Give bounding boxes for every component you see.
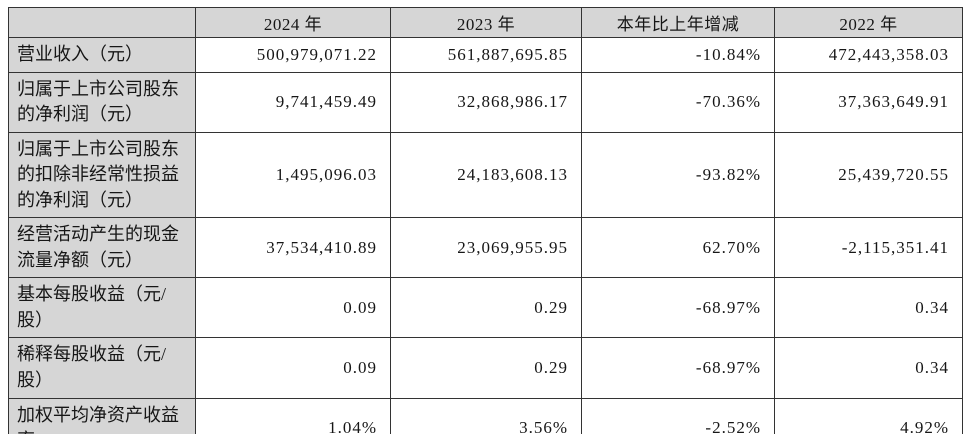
- cell-value: -68.97%: [581, 277, 775, 339]
- cell-value: 4.92%: [774, 397, 963, 434]
- table-row-weighted-avg-roe: 加权平均净资产收益 率 1.04% 3.56% -2.52% 4.92%: [8, 397, 963, 434]
- cell-value: 500,979,071.22: [195, 37, 391, 73]
- cell-value: -70.36%: [581, 71, 775, 133]
- cell-value: -93.82%: [581, 131, 775, 219]
- row-label: 归属于上市公司股东 的扣除非经常性损益 的净利润（元）: [8, 131, 196, 219]
- row-label: 加权平均净资产收益 率: [8, 397, 196, 434]
- table-row-diluted-eps: 稀释每股收益（元/ 股） 0.09 0.29 -68.97% 0.34: [8, 337, 963, 399]
- cell-value: 25,439,720.55: [774, 131, 963, 219]
- row-label: 稀释每股收益（元/ 股）: [8, 337, 196, 399]
- cell-value: 0.29: [390, 337, 582, 399]
- row-label: 营业收入（元）: [8, 37, 196, 73]
- cell-value: 1.04%: [195, 397, 391, 434]
- cell-value: 3.56%: [390, 397, 582, 434]
- col-header-2024: 2024 年: [195, 7, 391, 38]
- table-row-basic-eps: 基本每股收益（元/ 股） 0.09 0.29 -68.97% 0.34: [8, 277, 963, 339]
- row-label: 归属于上市公司股东 的净利润（元）: [8, 71, 196, 133]
- cell-value: 23,069,955.95: [390, 217, 582, 279]
- table-row-net-profit-excl-nonrecurring: 归属于上市公司股东 的扣除非经常性损益 的净利润（元） 1,495,096.03…: [8, 131, 963, 219]
- corner-cell: [8, 7, 196, 38]
- cell-value: 1,495,096.03: [195, 131, 391, 219]
- cell-value: 0.09: [195, 337, 391, 399]
- cell-value: 0.34: [774, 277, 963, 339]
- cell-value: 9,741,459.49: [195, 71, 391, 133]
- cell-value: -2,115,351.41: [774, 217, 963, 279]
- table-row-operating-revenue: 营业收入（元） 500,979,071.22 561,887,695.85 -1…: [8, 37, 963, 73]
- col-header-yoy-change: 本年比上年增减: [581, 7, 775, 38]
- cell-value: 24,183,608.13: [390, 131, 582, 219]
- cell-value: 561,887,695.85: [390, 37, 582, 73]
- header-row: 2024 年 2023 年 本年比上年增减 2022 年: [8, 7, 963, 38]
- cell-value: 0.09: [195, 277, 391, 339]
- cell-value: 32,868,986.17: [390, 71, 582, 133]
- table-row-net-profit: 归属于上市公司股东 的净利润（元） 9,741,459.49 32,868,98…: [8, 71, 963, 133]
- cell-value: 0.34: [774, 337, 963, 399]
- cell-value: -68.97%: [581, 337, 775, 399]
- cell-value: -10.84%: [581, 37, 775, 73]
- cell-value: 0.29: [390, 277, 582, 339]
- cell-value: 37,363,649.91: [774, 71, 963, 133]
- table-row-operating-cash-flow: 经营活动产生的现金 流量净额（元） 37,534,410.89 23,069,9…: [8, 217, 963, 279]
- cell-value: 62.70%: [581, 217, 775, 279]
- cell-value: -2.52%: [581, 397, 775, 434]
- financial-indicators-table: 2024 年 2023 年 本年比上年增减 2022 年 营业收入（元） 500…: [8, 7, 963, 434]
- row-label: 经营活动产生的现金 流量净额（元）: [8, 217, 196, 279]
- col-header-2022: 2022 年: [774, 7, 963, 38]
- col-header-2023: 2023 年: [390, 7, 582, 38]
- cell-value: 472,443,358.03: [774, 37, 963, 73]
- row-label: 基本每股收益（元/ 股）: [8, 277, 196, 339]
- cell-value: 37,534,410.89: [195, 217, 391, 279]
